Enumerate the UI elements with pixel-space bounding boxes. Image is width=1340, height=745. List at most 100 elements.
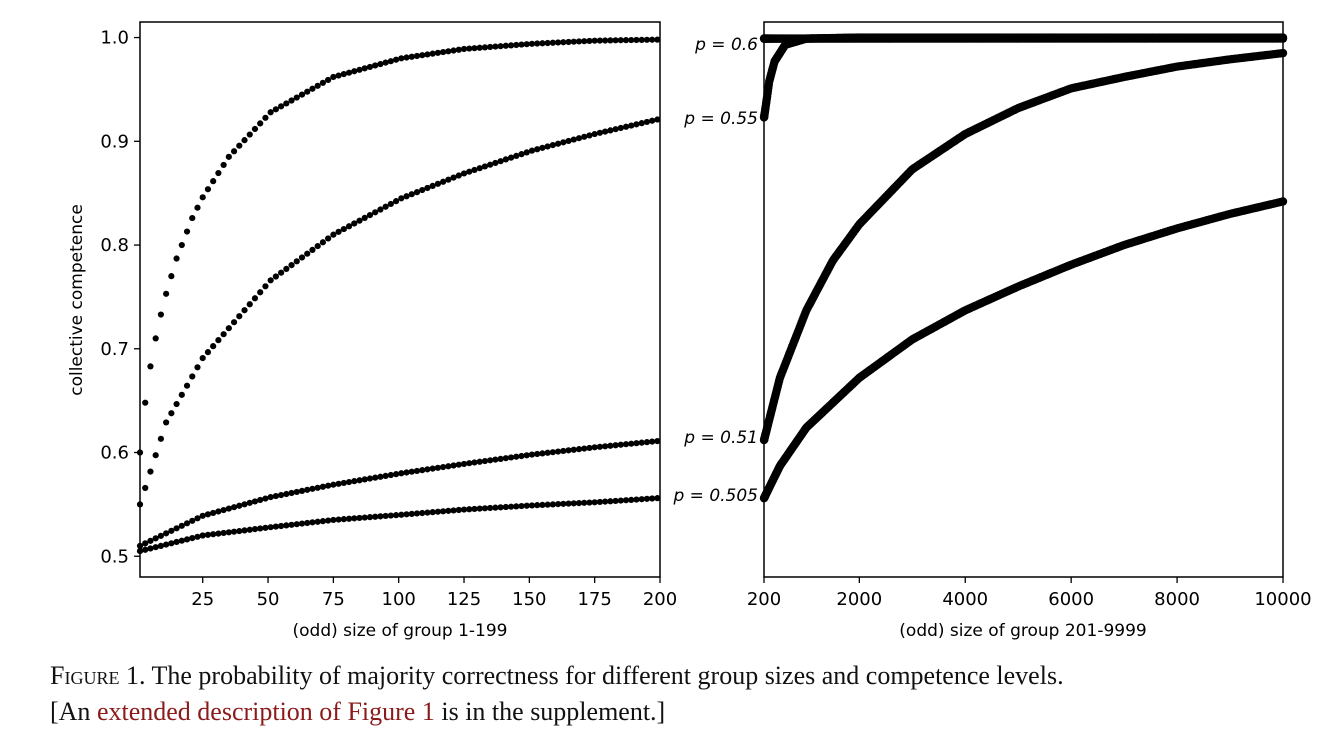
point-p-0-6: [607, 37, 614, 44]
point-p-0-55: [361, 214, 368, 222]
point-p-0-55: [288, 261, 295, 269]
point-p-0-6: [638, 36, 645, 43]
point-p-0-51: [335, 480, 342, 487]
point-p-0-55: [554, 140, 562, 147]
point-p-0-55: [372, 209, 379, 216]
point-p-0-6: [581, 38, 588, 45]
point-p-0-6: [570, 38, 577, 45]
point-p-0-6: [210, 178, 217, 185]
point-p-0-505: [560, 500, 567, 507]
point-p-0-51: [267, 494, 274, 501]
point-p-0-51: [251, 498, 259, 505]
left-x-tick-label: 175: [577, 589, 611, 610]
point-p-0-55: [654, 116, 661, 123]
point-p-0-505: [314, 518, 321, 525]
point-p-0-505: [298, 520, 306, 527]
right-data-points: [759, 33, 1288, 503]
point-p-0-6: [163, 290, 170, 297]
point-p-0-55: [199, 355, 206, 362]
point-p-0-51: [612, 442, 619, 449]
point-p-0-505: [340, 516, 347, 523]
point-p-0-51: [622, 441, 630, 448]
point-p-0-6: [319, 79, 327, 86]
point-p-0-55: [560, 139, 567, 146]
point-p-0-505: [534, 502, 541, 509]
point-p-0-505: [445, 507, 452, 514]
point-p-0-51: [330, 481, 337, 488]
point-p-0-55: [183, 382, 191, 389]
point-p-0-55: [241, 307, 248, 314]
point-p-0-6: [230, 148, 238, 155]
left-x-tick-label: 75: [322, 589, 345, 610]
majority-correctness-figure: 0.5 0.6 0.7 0.8 0.9 1.0 25 50 75 100 125 150 175 200…: [67, 21, 1312, 641]
point-p-0-505: [607, 498, 614, 505]
point-p-0-6: [262, 114, 269, 121]
point-p-0-505: [549, 501, 556, 508]
point-p-0-51: [575, 446, 583, 453]
point-p-0-55: [570, 136, 577, 143]
point-p-0-6: [544, 39, 551, 47]
point-p-0-51: [643, 439, 651, 446]
point-p-0-51: [565, 447, 572, 454]
point-p-0-6: [372, 62, 379, 69]
point-p-0-55: [492, 159, 499, 167]
point-p-0-6: [225, 153, 232, 160]
point-p-0-55: [424, 184, 431, 192]
caption-line-1: Figure 1. The probability of majority co…: [50, 658, 1330, 694]
left-x-tick-label: 125: [447, 589, 481, 610]
point-p-0-505: [204, 531, 212, 538]
point-p-0-505: [278, 522, 285, 530]
point-p-0-505: [220, 529, 227, 537]
point-p-0-505: [643, 495, 651, 502]
point-p-0-505: [476, 505, 483, 512]
point-p-0-505: [319, 518, 327, 525]
point-p-0-55: [366, 212, 374, 219]
point-p-0-6: [654, 36, 661, 43]
point-p-0-55: [230, 319, 238, 326]
point-p-0-55: [507, 154, 515, 161]
point-p-0-51: [586, 444, 593, 452]
point-p-0-51: [502, 455, 509, 462]
left-x-axis-ticks: 25 50 75 100 125 150 175 200: [191, 577, 677, 610]
point-p-0-505: [398, 511, 405, 518]
point-p-0-6: [487, 43, 494, 51]
point-p-0-505: [178, 537, 185, 544]
point-p-0-55: [502, 156, 509, 163]
point-p-0-6: [492, 43, 499, 50]
left-y-axis-ticks: 0.5 0.6 0.7 0.8 0.9 1.0: [100, 28, 140, 567]
point-p-0-51: [419, 467, 426, 474]
point-p-0-6: [565, 38, 572, 46]
point-p-0-51: [460, 460, 468, 468]
point-p-0-6: [539, 40, 546, 47]
point-p-0-505: [450, 507, 457, 514]
point-p-0-505: [251, 526, 259, 533]
left-y-axis-label: collective competence: [67, 204, 87, 396]
point-p-0-51: [257, 496, 264, 504]
point-p-0-55: [408, 191, 415, 198]
point-p-0-505: [471, 505, 478, 513]
point-p-0-55: [147, 468, 154, 475]
point-p-0-6: [460, 45, 468, 53]
right-x-tick-label: 6000: [1048, 589, 1094, 610]
caption-prefix: [An: [50, 697, 91, 726]
point-p-0-55: [251, 295, 259, 302]
point-p-0-55: [152, 452, 159, 459]
point-p-0-51: [617, 441, 624, 448]
point-p-0-51: [570, 446, 577, 453]
extended-description-link[interactable]: extended description of Figure 1: [96, 697, 435, 726]
point-p-0-55: [163, 419, 170, 426]
point-p-0-51: [356, 477, 363, 484]
point-p-0-51: [262, 495, 269, 502]
point-p-0-6: [178, 241, 185, 249]
point-p-0-505: [330, 516, 337, 524]
point-p-0-505: [236, 527, 243, 535]
point-p-0-6: [387, 58, 394, 65]
point-p-0-55: [246, 301, 253, 308]
right-x-tick-label: 4000: [942, 589, 988, 610]
point-p-0-55: [633, 121, 640, 128]
point-p-0-51: [278, 491, 285, 499]
point-p-0-55: [591, 130, 598, 138]
point-p-0-55: [403, 193, 410, 200]
point-p-0-505: [147, 545, 154, 552]
point-p-0-51: [178, 522, 185, 529]
